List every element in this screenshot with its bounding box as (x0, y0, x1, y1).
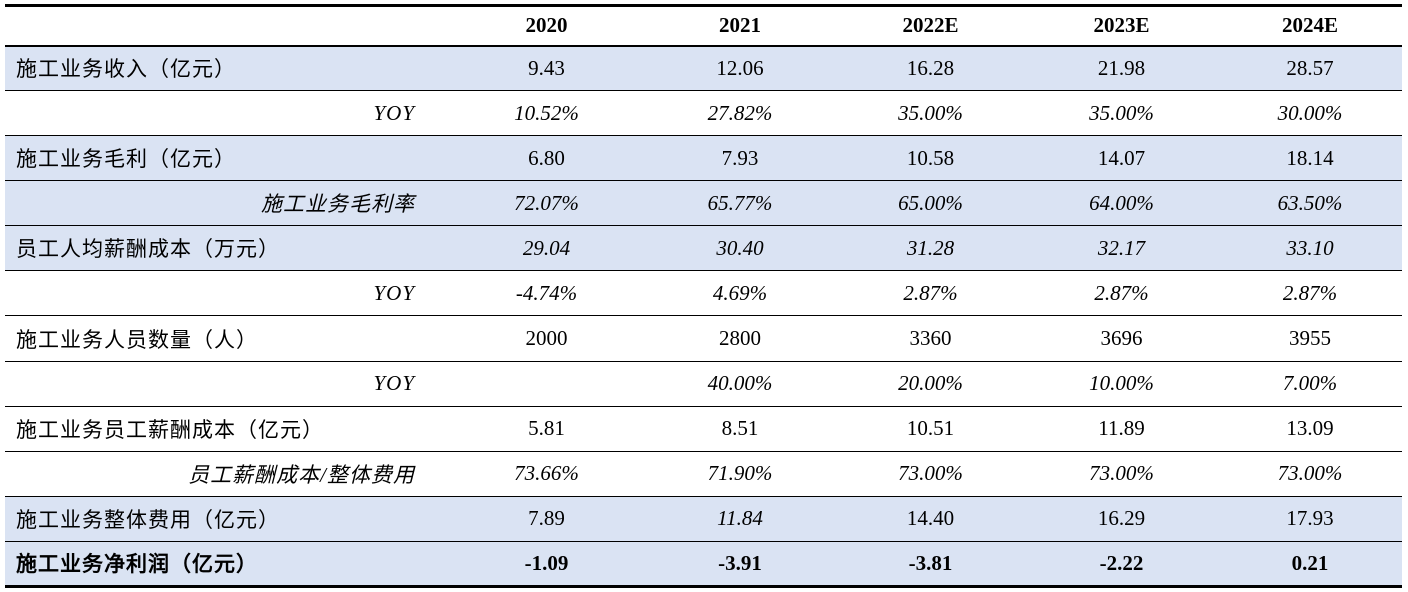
table-cell: 63.50% (1218, 180, 1402, 227)
table-cell: 3696 (1025, 315, 1218, 362)
table-cell: 14.40 (836, 496, 1025, 542)
row-headcount-yoy: YOY 40.00% 20.00% 10.00% 7.00% (5, 361, 1402, 407)
row-avg-compensation: 员工人均薪酬成本（万元） 29.04 30.40 31.28 32.17 33.… (5, 225, 1402, 272)
table-cell: 6.80 (449, 135, 644, 182)
table-cell: 35.00% (1025, 90, 1218, 137)
table-cell: 11.84 (644, 496, 836, 542)
table-cell: 5.81 (449, 406, 644, 452)
table-cell: 65.00% (836, 180, 1025, 227)
table-cell (449, 361, 644, 407)
row-label: 员工薪酬成本/整体费用 (5, 451, 449, 497)
table-cell: 12.06 (644, 45, 836, 92)
table-cell: 14.07 (1025, 135, 1218, 182)
table-cell: 21.98 (1025, 45, 1218, 92)
header-cell-2020: 2020 (449, 4, 644, 47)
row-construction-revenue: 施工业务收入（亿元） 9.43 12.06 16.28 21.98 28.57 (5, 45, 1402, 92)
row-label: 施工业务整体费用（亿元） (5, 496, 449, 542)
table-cell: 73.66% (449, 451, 644, 497)
table-cell: 2.87% (1218, 270, 1402, 317)
table-cell: 10.52% (449, 90, 644, 137)
table-cell: 72.07% (449, 180, 644, 227)
table-cell: 10.00% (1025, 361, 1218, 407)
table-cell: 28.57 (1218, 45, 1402, 92)
forecast-table: 2020 2021 2022E 2023E 2024E 施工业务收入（亿元） 9… (5, 4, 1402, 589)
table-cell: 7.93 (644, 135, 836, 182)
table-cell: 18.14 (1218, 135, 1402, 182)
header-cell-2023e: 2023E (1025, 4, 1218, 47)
row-total-expense: 施工业务整体费用（亿元） 7.89 11.84 14.40 16.29 17.9… (5, 496, 1402, 542)
table-cell: 7.89 (449, 496, 644, 542)
header-cell-label (5, 4, 449, 47)
table-cell: -4.74% (449, 270, 644, 317)
table-cell: 10.51 (836, 406, 1025, 452)
table-cell: 35.00% (836, 90, 1025, 137)
row-net-profit: 施工业务净利润（亿元） -1.09 -3.91 -3.81 -2.22 0.21 (5, 541, 1402, 589)
table-cell: 27.82% (644, 90, 836, 137)
row-gross-margin: 施工业务毛利率 72.07% 65.77% 65.00% 64.00% 63.5… (5, 180, 1402, 227)
header-cell-2021: 2021 (644, 4, 836, 47)
table-cell: 11.89 (1025, 406, 1218, 452)
table-cell: 2800 (644, 315, 836, 362)
table-cell: 16.28 (836, 45, 1025, 92)
table-cell: 73.00% (836, 451, 1025, 497)
table-cell: 2.87% (836, 270, 1025, 317)
table-cell: 0.21 (1218, 541, 1402, 589)
table-cell: -3.91 (644, 541, 836, 589)
table-cell: 65.77% (644, 180, 836, 227)
table-cell: 73.00% (1025, 451, 1218, 497)
row-label: 施工业务净利润（亿元） (5, 541, 449, 589)
row-label: YOY (5, 270, 449, 317)
row-compensation-yoy: YOY -4.74% 4.69% 2.87% 2.87% 2.87% (5, 270, 1402, 317)
table-cell: 32.17 (1025, 225, 1218, 272)
row-headcount: 施工业务人员数量（人） 2000 2800 3360 3696 3955 (5, 315, 1402, 362)
table-cell: 16.29 (1025, 496, 1218, 542)
table-cell: 13.09 (1218, 406, 1402, 452)
table-cell: 20.00% (836, 361, 1025, 407)
row-construction-gross-profit: 施工业务毛利（亿元） 6.80 7.93 10.58 14.07 18.14 (5, 135, 1402, 182)
table-cell: 3360 (836, 315, 1025, 362)
row-revenue-yoy: YOY 10.52% 27.82% 35.00% 35.00% 30.00% (5, 90, 1402, 137)
table-cell: 71.90% (644, 451, 836, 497)
row-label: 施工业务收入（亿元） (5, 45, 449, 92)
header-cell-2022e: 2022E (836, 4, 1025, 47)
table-cell: -3.81 (836, 541, 1025, 589)
table-cell: 2000 (449, 315, 644, 362)
header-cell-2024e: 2024E (1218, 4, 1402, 47)
table-cell: 30.00% (1218, 90, 1402, 137)
row-label: 施工业务人员数量（人） (5, 315, 449, 362)
table-cell: 31.28 (836, 225, 1025, 272)
table-cell: 9.43 (449, 45, 644, 92)
table-cell: -2.22 (1025, 541, 1218, 589)
table-cell: 7.00% (1218, 361, 1402, 407)
table-cell: 17.93 (1218, 496, 1402, 542)
table-cell: 64.00% (1025, 180, 1218, 227)
row-label: 施工业务员工薪酬成本（亿元） (5, 406, 449, 452)
row-label: 员工人均薪酬成本（万元） (5, 225, 449, 272)
row-compensation-share: 员工薪酬成本/整体费用 73.66% 71.90% 73.00% 73.00% … (5, 451, 1402, 497)
table-cell: 8.51 (644, 406, 836, 452)
row-label: YOY (5, 361, 449, 407)
table-cell: 4.69% (644, 270, 836, 317)
table-cell: 3955 (1218, 315, 1402, 362)
table-cell: 73.00% (1218, 451, 1402, 497)
row-label: 施工业务毛利率 (5, 180, 449, 227)
row-label: 施工业务毛利（亿元） (5, 135, 449, 182)
table-cell: -1.09 (449, 541, 644, 589)
header-row: 2020 2021 2022E 2023E 2024E (5, 4, 1402, 47)
row-label: YOY (5, 90, 449, 137)
table-cell: 2.87% (1025, 270, 1218, 317)
table-cell: 10.58 (836, 135, 1025, 182)
row-staff-compensation-cost: 施工业务员工薪酬成本（亿元） 5.81 8.51 10.51 11.89 13.… (5, 406, 1402, 452)
table-cell: 40.00% (644, 361, 836, 407)
table-cell: 29.04 (449, 225, 644, 272)
table-cell: 33.10 (1218, 225, 1402, 272)
table-cell: 30.40 (644, 225, 836, 272)
